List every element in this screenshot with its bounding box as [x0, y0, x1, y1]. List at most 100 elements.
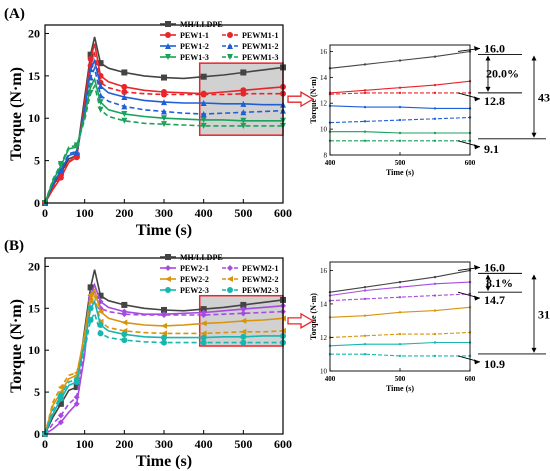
- inset-y-tick-label: 10: [320, 368, 328, 376]
- data-point: [121, 331, 128, 338]
- annotation-bottom-value: 10.9: [484, 357, 505, 371]
- legend-label: PEW1-2: [180, 42, 209, 51]
- inset-data-point: [363, 120, 367, 123]
- data-point: [240, 100, 247, 107]
- y-tick-label: 15: [28, 301, 40, 315]
- data-point: [97, 292, 104, 299]
- inset-y-axis-label: Torque (N·m): [309, 293, 318, 340]
- x-tick-label: 200: [115, 206, 133, 220]
- data-point: [57, 400, 64, 407]
- series-line: [44, 58, 283, 204]
- legend-label: PEW2-2: [180, 275, 209, 284]
- inset-y-tick-label: 12: [320, 100, 328, 108]
- series-line: [44, 282, 284, 435]
- inset-y-tick-label: 8: [324, 152, 328, 160]
- data-point: [161, 311, 167, 318]
- series-line: [44, 36, 284, 204]
- data-point: [227, 32, 233, 38]
- data-point: [87, 298, 94, 305]
- legend-label: PEW2-1: [180, 264, 209, 273]
- data-point: [161, 121, 167, 128]
- data-point: [240, 90, 247, 97]
- panel-label: (A): [4, 6, 25, 22]
- annotation-pct-small: 20.0%: [486, 67, 519, 81]
- data-point: [121, 319, 128, 326]
- inset-data-point: [398, 332, 402, 336]
- data-point: [227, 276, 233, 282]
- y-tick-label: 15: [28, 69, 40, 83]
- inset-data-point: [363, 314, 367, 317]
- x-axis-label: Time (s): [136, 222, 192, 239]
- data-point: [121, 94, 128, 101]
- pointer-head: [474, 264, 480, 270]
- inset-data-point: [398, 296, 402, 299]
- data-point: [240, 306, 247, 313]
- inset-data-point: [433, 332, 437, 336]
- inset-x-tick-label: 400: [325, 159, 336, 167]
- zoom-arrow: [287, 91, 315, 108]
- inset-data-point: [433, 294, 437, 297]
- inset-x-tick-label: 600: [465, 159, 476, 167]
- inset-data-point: [363, 91, 367, 95]
- inset-chart: 400 500 600 8 10 12 14 16 Time (s) Torque (N·m) 16…: [309, 41, 550, 177]
- inset-y-tick-label: 16: [320, 48, 328, 56]
- data-point: [161, 74, 167, 81]
- series-line: [44, 50, 283, 204]
- data-point: [57, 392, 64, 399]
- inset-data-point: [398, 131, 402, 135]
- x-axis-label: Time (s): [136, 453, 192, 470]
- y-tick-label: 20: [28, 26, 40, 40]
- inset-data-point: [363, 139, 367, 142]
- x-tick-label: 500: [234, 437, 252, 451]
- data-point: [227, 265, 233, 271]
- inset-data-point: [363, 89, 367, 92]
- inset-series-line: [329, 116, 471, 124]
- data-point: [87, 83, 94, 90]
- x-tick-label: 100: [76, 437, 94, 451]
- legend-label: PEWM1-2: [242, 42, 278, 51]
- x-tick-label: 300: [155, 206, 173, 220]
- inset-series-line: [330, 353, 470, 357]
- x-tick-label: 400: [195, 437, 213, 451]
- inset-data-point: [398, 311, 402, 314]
- x-tick-label: 100: [76, 206, 94, 220]
- zoom-arrow-shape: [287, 312, 315, 329]
- data-point: [97, 106, 104, 113]
- y-tick-label: 5: [34, 154, 40, 168]
- panel-b: (B) 0 100 200 300 400 500 600 0 5 10 15 20 Time (s) T…: [4, 238, 550, 470]
- annotation-pct-large: 43.1%: [538, 91, 550, 105]
- inset-data-point: [433, 55, 437, 58]
- pointer-head: [474, 96, 480, 102]
- legend-label: PEWM2-3: [242, 286, 278, 295]
- pointer-head: [474, 45, 480, 51]
- x-tick-label: 600: [274, 437, 292, 451]
- data-point: [87, 305, 94, 312]
- data-point: [227, 287, 233, 293]
- data-point: [97, 60, 104, 67]
- zoom-arrow-shape: [287, 91, 315, 108]
- data-point: [200, 306, 207, 313]
- legend-label: PEW1-1: [180, 31, 209, 40]
- inset-y-axis-label: Torque (N·m): [309, 76, 318, 123]
- x-tick-label: 500: [234, 206, 252, 220]
- inset-data-point: [398, 105, 402, 109]
- inset-data-point: [433, 83, 437, 87]
- inset-data-point: [433, 282, 437, 285]
- arrow-head: [485, 86, 491, 92]
- data-point: [57, 384, 64, 391]
- inset-series-line: [329, 331, 471, 339]
- data-point: [87, 317, 94, 324]
- series-line: [44, 65, 284, 204]
- data-point: [121, 311, 128, 318]
- data-point: [240, 122, 247, 129]
- arrow-head: [531, 274, 537, 280]
- data-point: [240, 317, 247, 324]
- data-point: [200, 320, 207, 327]
- data-point: [165, 21, 171, 27]
- inset-data-point: [398, 280, 402, 284]
- inset-data-point: [363, 289, 367, 292]
- annotation-bottom-value: 9.1: [484, 142, 499, 156]
- data-point: [200, 122, 207, 129]
- legend: MH/LLDPE PEW2-1 PEWM2-1 PEW2-2 PEWM2-2 PEW2-3…: [160, 253, 278, 295]
- pointer-head: [474, 295, 480, 301]
